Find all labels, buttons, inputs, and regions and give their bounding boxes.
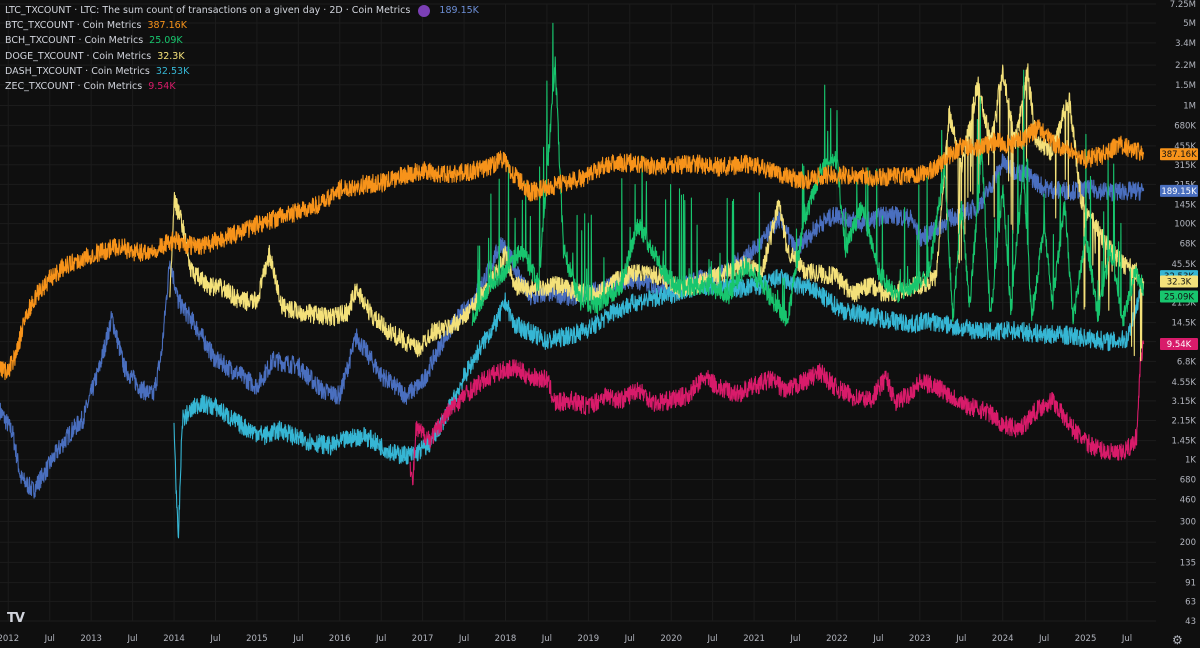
y-tick-label: 45.5K (1172, 260, 1197, 270)
y-tick-label: 5M (1183, 19, 1196, 29)
y-tick-label: 1.5M (1175, 81, 1196, 91)
x-tick-label: 2020 (660, 634, 682, 644)
last-value-label: 387.16K (1161, 150, 1197, 160)
last-value-label: 9.54K (1167, 340, 1192, 350)
y-tick-label: 7.25M (1170, 0, 1196, 10)
y-tick-label: 68K (1180, 239, 1197, 249)
y-tick-label: 91 (1185, 579, 1196, 589)
x-tick-label: 2023 (909, 634, 931, 644)
legend-dash-label: DASH_TXCOUNT · Coin Metrics (5, 65, 150, 77)
last-value-badge (1160, 148, 1198, 161)
legend-doge-value: 32.3K (157, 50, 185, 62)
x-tick-label: 2012 (0, 634, 19, 644)
legend-btc-value: 387.16K (147, 20, 187, 32)
last-value-badge (1160, 290, 1198, 303)
legend-zec-value: 9.54K (148, 81, 176, 93)
y-tick-label: 4.55K (1172, 378, 1197, 388)
chart-legend: LTC_TXCOUNT · LTC: The sum count of tran… (5, 3, 479, 94)
y-tick-label: 200 (1180, 538, 1196, 548)
legend-zec-label: ZEC_TXCOUNT · Coin Metrics (5, 81, 143, 93)
legend-btc-label: BTC_TXCOUNT · Coin Metrics (5, 20, 142, 32)
y-tick-label: 145K (1174, 201, 1196, 211)
x-tick-label: 2014 (163, 634, 185, 644)
y-tick-label: 300 (1180, 517, 1196, 527)
legend-ltc-value: 189.15K (439, 5, 479, 16)
y-tick-label: 680K (1174, 121, 1196, 131)
y-tick-label: 6.8K (1177, 357, 1197, 367)
series-line-zec_txcount (409, 340, 1145, 486)
x-tick-label: Jul (209, 634, 220, 644)
legend-row-doge[interactable]: DOGE_TXCOUNT · Coin Metrics 32.3K (5, 49, 479, 64)
last-value-badge (1160, 338, 1198, 351)
legend-dash-value: 32.53K (155, 65, 190, 77)
y-tick-label: 2.2M (1175, 61, 1196, 71)
x-tick-label: Jul (292, 634, 303, 644)
x-tick-label: Jul (1038, 634, 1049, 644)
y-tick-label: 21.5K (1172, 298, 1197, 308)
last-value-badge (1160, 184, 1198, 197)
x-tick-label: 2013 (80, 634, 102, 644)
last-value-label: 189.15K (1161, 187, 1197, 197)
x-tick-label: 2015 (246, 634, 268, 644)
legend-ltc-label: LTC_TXCOUNT · LTC: The sum count of tran… (5, 5, 411, 16)
x-tick-label: 2022 (826, 634, 848, 644)
tradingview-logo-icon[interactable]: TV (7, 611, 25, 626)
legend-row-zec[interactable]: ZEC_TXCOUNT · Coin Metrics 9.54K (5, 79, 479, 94)
y-tick-label: 43 (1185, 617, 1196, 627)
x-tick-label: Jul (44, 634, 55, 644)
y-tick-label: 460 (1180, 495, 1196, 505)
last-value-label: 32.3K (1167, 278, 1192, 288)
legend-row-dash[interactable]: DASH_TXCOUNT · Coin Metrics 32.53K (5, 64, 479, 79)
y-tick-label: 1M (1183, 102, 1196, 112)
series-line-btc_txcount (0, 119, 1145, 381)
y-tick-label: 1.45K (1172, 437, 1197, 447)
y-tick-label: 100K (1174, 220, 1196, 230)
y-tick-label: 135 (1180, 558, 1196, 568)
y-tick-label: 455K (1174, 142, 1196, 152)
legend-row-ltc[interactable]: LTC_TXCOUNT · LTC: The sum count of tran… (5, 3, 479, 18)
settings-gear-icon[interactable]: ⚙ (1172, 633, 1183, 647)
x-tick-label: Jul (707, 634, 718, 644)
x-tick-label: 2017 (412, 634, 434, 644)
x-tick-label: 2021 (743, 634, 765, 644)
x-tick-label: 2025 (1075, 634, 1097, 644)
x-tick-label: 2016 (329, 634, 351, 644)
series-line-doge_txcount (169, 63, 1145, 362)
x-tick-label: Jul (624, 634, 635, 644)
y-tick-label: 315K (1174, 161, 1196, 171)
legend-doge-label: DOGE_TXCOUNT · Coin Metrics (5, 50, 152, 62)
y-tick-label: 1K (1185, 456, 1196, 466)
y-tick-label: 3.4M (1175, 39, 1196, 49)
legend-bch-value: 25.09K (149, 35, 183, 47)
x-tick-label: 2024 (992, 634, 1014, 644)
x-tick-label: Jul (872, 634, 883, 644)
x-tick-label: Jul (789, 634, 800, 644)
y-tick-label: 2.15K (1172, 416, 1197, 426)
x-tick-label: 2018 (495, 634, 517, 644)
y-tick-label: 14.5K (1172, 319, 1197, 329)
x-tick-label: Jul (541, 634, 552, 644)
legend-row-btc[interactable]: BTC_TXCOUNT · Coin Metrics 387.16K (5, 18, 479, 33)
x-tick-label: Jul (126, 634, 137, 644)
x-tick-label: Jul (458, 634, 469, 644)
y-tick-label: 3.15K (1172, 397, 1197, 407)
x-tick-label: Jul (955, 634, 966, 644)
series-line-dash_txcount (173, 268, 1145, 539)
x-tick-label: Jul (375, 634, 386, 644)
last-value-label: 25.09K (1164, 292, 1194, 302)
legend-bch-label: BCH_TXCOUNT · Coin Metrics (5, 35, 144, 47)
x-tick-label: 2019 (578, 634, 600, 644)
series-line-bch_txcount (471, 22, 1145, 327)
y-tick-label: 680 (1180, 475, 1196, 485)
x-tick-label: Jul (1121, 634, 1132, 644)
y-tick-label: 63 (1185, 597, 1196, 607)
legend-row-bch[interactable]: BCH_TXCOUNT · Coin Metrics 25.09K (5, 33, 479, 48)
last-value-badge (1160, 275, 1198, 288)
series-badge-icon (418, 4, 431, 17)
